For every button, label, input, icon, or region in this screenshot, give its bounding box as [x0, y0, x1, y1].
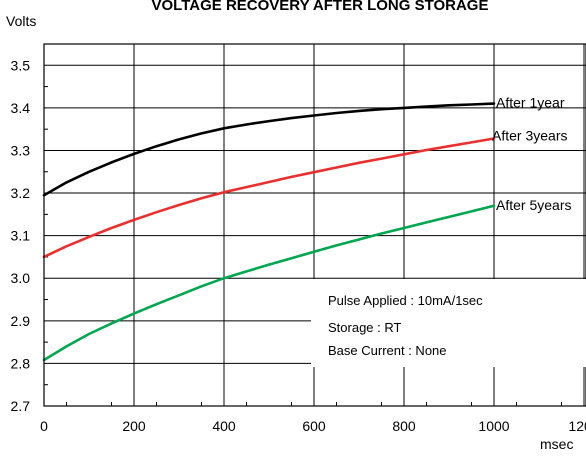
annotation-storage: Storage : RT — [328, 320, 402, 335]
y-tick-label: 3.2 — [11, 185, 31, 201]
x-tick-label: 800 — [392, 418, 416, 434]
y-tick-labels: 2.7 2.8 2.9 3.0 3.1 3.2 3.3 3.4 3.5 — [11, 57, 31, 414]
y-tick-label: 3.0 — [11, 270, 31, 286]
y-tick-label: 3.4 — [11, 100, 31, 116]
grid — [44, 44, 586, 406]
y-tick-label: 3.1 — [11, 228, 31, 244]
y-tick-label: 2.9 — [11, 313, 31, 329]
x-axis-label: msec — [540, 436, 573, 452]
y-tick-label: 3.3 — [11, 142, 31, 158]
x-tick-label: 1200 — [568, 418, 586, 434]
series-line-1 — [42, 102, 496, 197]
x-tick-label: 200 — [122, 418, 146, 434]
x-tick-label: 400 — [212, 418, 236, 434]
series-label-3: After 5years — [496, 197, 571, 213]
x-tick-labels: 0 200 400 600 800 1000 1200 — [40, 418, 586, 434]
series-label-2: After 3years — [492, 128, 567, 144]
x-tick-label: 0 — [40, 418, 48, 434]
series-line-3 — [42, 204, 496, 362]
x-tick-label: 1000 — [478, 418, 509, 434]
series-labels: After 1year After 3years After 5years — [492, 95, 571, 213]
x-tick-label: 600 — [302, 418, 326, 434]
y-tick-label: 2.8 — [11, 355, 31, 371]
minor-ticks — [44, 86, 562, 406]
series-line-2 — [42, 137, 496, 259]
annotation-box: Pulse Applied : 10mA/1sec Storage : RT B… — [311, 279, 586, 367]
chart-title: VOLTAGE RECOVERY AFTER LONG STORAGE — [152, 0, 489, 14]
y-tick-label: 2.7 — [11, 398, 31, 414]
y-tick-label: 3.5 — [11, 57, 31, 73]
annotation-base-current: Base Current : None — [328, 343, 447, 358]
series-lines — [42, 102, 496, 362]
series-label-1: After 1year — [496, 95, 565, 111]
plot-frame — [43, 43, 586, 407]
annotation-pulse: Pulse Applied : 10mA/1sec — [328, 293, 483, 308]
y-axis-label: Volts — [6, 13, 36, 29]
